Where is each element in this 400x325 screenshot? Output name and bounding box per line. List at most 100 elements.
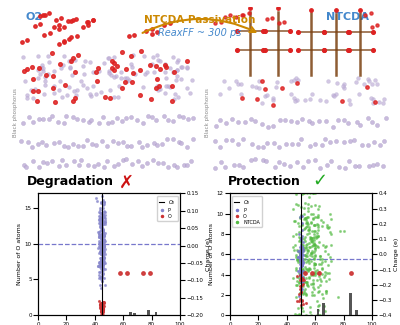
Point bbox=[48, 113, 55, 119]
Point bbox=[70, 17, 76, 22]
Point bbox=[100, 245, 106, 251]
Point bbox=[26, 114, 32, 120]
Point bbox=[122, 75, 128, 81]
Point bbox=[356, 163, 362, 168]
Point bbox=[170, 54, 176, 59]
Point bbox=[162, 91, 168, 96]
Point bbox=[156, 83, 162, 88]
Point bbox=[160, 160, 166, 165]
Point bbox=[20, 54, 26, 59]
Point bbox=[299, 259, 306, 264]
Point bbox=[60, 62, 66, 67]
Point bbox=[295, 223, 302, 228]
Point bbox=[212, 21, 218, 26]
Point bbox=[364, 76, 371, 81]
Point bbox=[310, 242, 316, 247]
Point bbox=[36, 165, 42, 170]
Point bbox=[297, 257, 303, 263]
Point bbox=[174, 94, 181, 99]
Text: Black phosphorus: Black phosphorus bbox=[13, 88, 18, 137]
Point bbox=[309, 237, 315, 242]
Point bbox=[63, 113, 70, 119]
Point bbox=[162, 63, 168, 68]
Point bbox=[35, 54, 42, 59]
Point bbox=[86, 120, 92, 125]
Point bbox=[309, 92, 316, 97]
Point bbox=[19, 39, 25, 45]
Point bbox=[126, 78, 132, 83]
Point bbox=[101, 239, 108, 244]
Point bbox=[117, 271, 124, 276]
Point bbox=[297, 269, 304, 274]
Point bbox=[335, 117, 341, 123]
Point bbox=[295, 248, 301, 254]
Point bbox=[170, 137, 176, 142]
Point bbox=[298, 298, 305, 303]
Point bbox=[99, 306, 106, 312]
Point bbox=[115, 162, 122, 167]
Point bbox=[351, 137, 357, 142]
Point bbox=[288, 91, 294, 97]
Point bbox=[309, 243, 316, 248]
Point bbox=[96, 306, 103, 311]
Point bbox=[90, 18, 96, 23]
Point bbox=[99, 212, 105, 217]
Point bbox=[297, 261, 304, 266]
Point bbox=[110, 74, 117, 80]
Point bbox=[96, 210, 102, 215]
Point bbox=[105, 56, 111, 61]
Point bbox=[299, 214, 305, 219]
Point bbox=[302, 276, 309, 281]
Point bbox=[98, 264, 105, 269]
Point bbox=[269, 97, 276, 102]
Point bbox=[296, 250, 303, 255]
Point bbox=[99, 255, 105, 260]
Point bbox=[298, 268, 304, 273]
Point bbox=[299, 249, 305, 254]
Point bbox=[297, 259, 303, 264]
Point bbox=[312, 158, 319, 163]
Point bbox=[308, 212, 314, 217]
Point bbox=[298, 236, 304, 241]
Point bbox=[296, 234, 302, 239]
Point bbox=[298, 290, 304, 295]
Point bbox=[94, 79, 100, 84]
Point bbox=[316, 204, 322, 209]
Point bbox=[326, 271, 332, 276]
Point bbox=[302, 201, 308, 206]
Point bbox=[157, 87, 163, 92]
Point bbox=[298, 275, 304, 280]
Point bbox=[310, 232, 317, 237]
Point bbox=[99, 269, 105, 274]
Point bbox=[96, 217, 103, 223]
Point bbox=[150, 157, 156, 162]
Point bbox=[54, 119, 61, 124]
Point bbox=[94, 199, 100, 204]
Point bbox=[56, 23, 62, 28]
Point bbox=[325, 225, 331, 230]
Point bbox=[153, 63, 159, 69]
Point bbox=[314, 243, 320, 248]
Point bbox=[305, 247, 312, 253]
Point bbox=[311, 293, 317, 298]
Point bbox=[56, 26, 62, 32]
Point bbox=[100, 244, 106, 249]
Point bbox=[288, 119, 295, 124]
Point bbox=[94, 264, 101, 269]
Point bbox=[310, 211, 316, 216]
Point bbox=[98, 308, 104, 314]
Point bbox=[99, 307, 105, 313]
Point bbox=[314, 299, 320, 304]
Point bbox=[299, 276, 305, 281]
Point bbox=[301, 225, 308, 230]
Point bbox=[95, 66, 101, 71]
Point bbox=[294, 313, 300, 318]
Point bbox=[269, 15, 276, 20]
Point bbox=[301, 226, 307, 231]
Point bbox=[67, 65, 74, 70]
Point bbox=[99, 214, 106, 220]
Point bbox=[40, 116, 46, 122]
Point bbox=[308, 240, 315, 245]
Point bbox=[99, 238, 106, 243]
Point bbox=[297, 277, 303, 282]
